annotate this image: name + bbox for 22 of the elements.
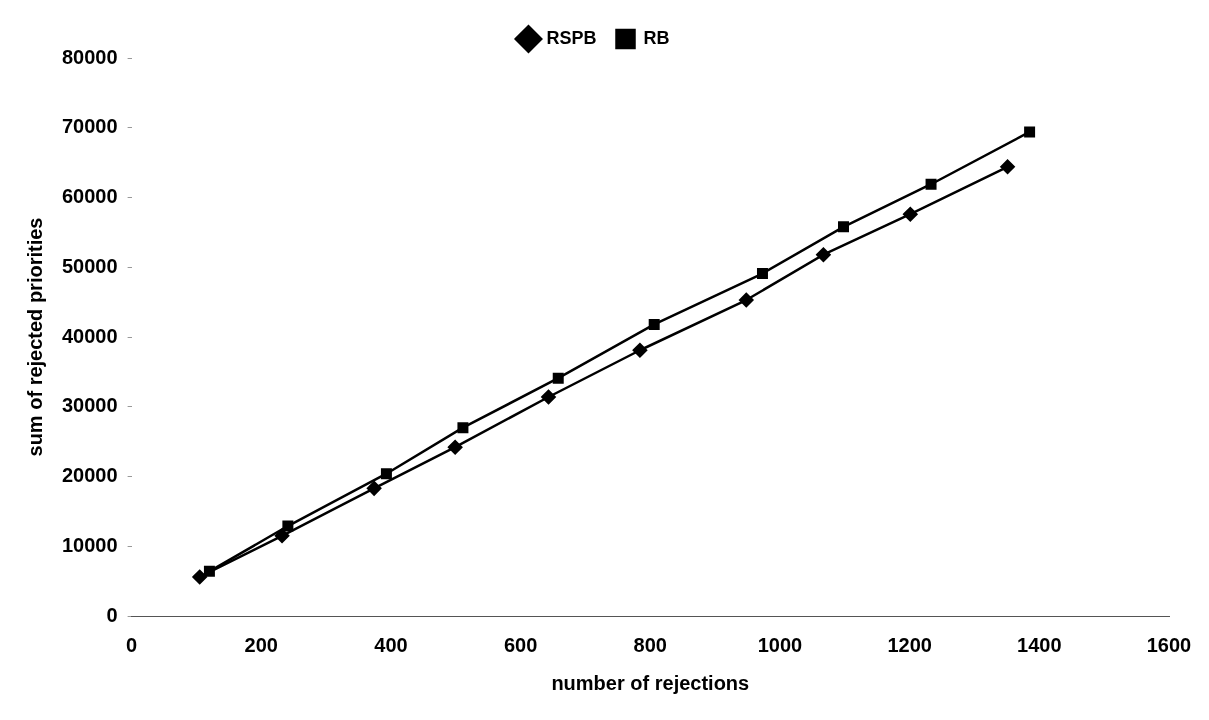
y-tick-label: 30000	[61, 394, 118, 417]
y-axis-title: sum of rejected priorities	[23, 217, 46, 457]
y-tick-label: 10000	[61, 533, 118, 556]
x-tick-label: 400	[374, 633, 408, 656]
legend-label: RSPB	[546, 27, 597, 48]
x-tick-label: 0	[126, 633, 138, 656]
y-tick-label: 40000	[61, 324, 118, 347]
x-tick-label: 200	[244, 633, 278, 656]
x-tick-label: 800	[633, 633, 667, 656]
y-tick-label: 60000	[61, 185, 118, 208]
y-tick-label: 70000	[61, 115, 118, 138]
x-tick-label: 1000	[757, 633, 803, 656]
x-tick-label: 1600	[1146, 633, 1192, 656]
y-tick-label: 50000	[61, 254, 118, 277]
y-tick-label: 0	[106, 603, 118, 626]
legend-label: RB	[643, 27, 670, 48]
y-tick-label: 80000	[61, 45, 118, 68]
x-tick-label: 1400	[1017, 633, 1062, 656]
x-tick-label: 600	[503, 633, 538, 656]
y-tick-label: 20000	[61, 464, 118, 487]
x-axis-title: number of rejections	[551, 671, 750, 694]
x-tick-label: 1200	[887, 633, 932, 656]
